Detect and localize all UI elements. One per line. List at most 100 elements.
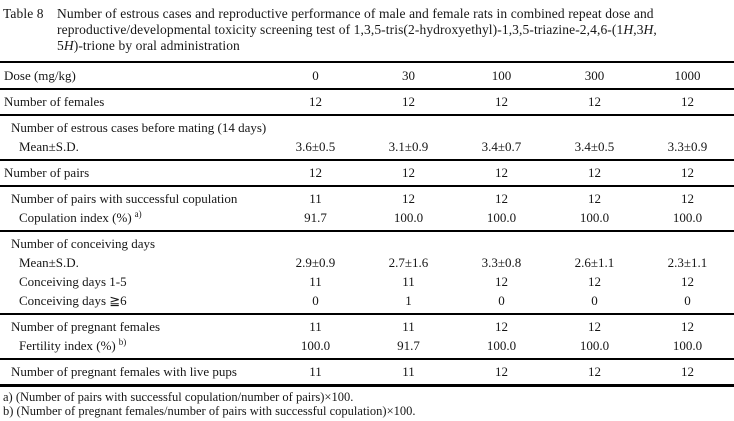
cell-value: 11 <box>402 319 415 334</box>
cell-value: 12 <box>588 319 601 334</box>
cell-value: 3.3±0.8 <box>481 255 522 270</box>
cell-value: 2.6±1.1 <box>574 255 615 270</box>
cell-value: 100.0 <box>486 338 517 353</box>
footnote-b: b) (Number of pregnant females/number of… <box>3 403 416 418</box>
cell-value: 11 <box>402 364 415 379</box>
cell-value: 3.4±0.5 <box>574 139 615 154</box>
table-group: Number of pregnant females with live pup… <box>0 358 734 384</box>
cell-value: 11 <box>402 274 415 289</box>
dose-value: 300 <box>584 68 605 83</box>
cell-value: 12 <box>681 364 694 379</box>
table-row: Conceiving days 1-5 11 11 12 12 12 <box>0 272 734 291</box>
table-row: Number of pregnant females with live pup… <box>0 362 734 381</box>
row-label: Mean±S.D. <box>19 139 79 154</box>
title-line: Number of estrous cases and reproductive… <box>57 6 654 21</box>
table-caption: Table 8 Number of estrous cases and repr… <box>0 0 734 54</box>
row-label: Copulation index (%) a) <box>19 209 142 226</box>
cell-value: 12 <box>681 319 694 334</box>
table-group: Number of pairs with successful copulati… <box>0 185 734 230</box>
table-group: Number of estrous cases before mating (1… <box>0 114 734 159</box>
cell-value: 12 <box>495 364 508 379</box>
dose-value: 0 <box>312 68 319 83</box>
cell-value: 1 <box>405 293 412 308</box>
cell-value: 12 <box>588 274 601 289</box>
cell-value: 2.9±0.9 <box>295 255 336 270</box>
row-label: Conceiving days 1-5 <box>19 274 127 289</box>
footnote-marker: b) <box>118 337 127 347</box>
footnotes: a) (Number of pairs with successful copu… <box>0 387 734 418</box>
data-table: Dose (mg/kg) 0 30 100 300 1000 Number of… <box>0 61 734 387</box>
table-group: Number of pregnant females 11 11 12 12 12 Fert… <box>0 313 734 358</box>
table-row: Number of conceiving days <box>0 234 734 253</box>
row-label: Number of pairs <box>4 165 90 180</box>
cell-value: 91.7 <box>397 338 420 353</box>
cell-value: 12 <box>402 191 415 206</box>
cell-value: 12 <box>402 94 415 109</box>
cell-value: 12 <box>402 165 415 180</box>
cell-value: 12 <box>681 274 694 289</box>
cell-value: 12 <box>495 165 508 180</box>
table-group: Number of females 12 12 12 12 12 <box>0 88 734 114</box>
cell-value: 12 <box>588 94 601 109</box>
table-group: Number of pairs 12 12 12 12 12 <box>0 159 734 185</box>
table-row: Number of estrous cases before mating (1… <box>0 118 734 137</box>
dose-value: 100 <box>491 68 512 83</box>
table-title-text: Number of estrous cases and reproductive… <box>57 6 732 54</box>
cell-value: 11 <box>309 319 322 334</box>
cell-value: 100.0 <box>486 210 517 225</box>
cell-value: 2.7±1.6 <box>388 255 429 270</box>
cell-value: 12 <box>588 364 601 379</box>
cell-value: 12 <box>681 94 694 109</box>
cell-value: 12 <box>588 165 601 180</box>
title-line: 5H)-trione by oral administration <box>57 38 240 53</box>
cell-value: 12 <box>495 94 508 109</box>
table-row: Mean±S.D. 3.6±0.5 3.1±0.9 3.4±0.7 3.4±0.5 3.3… <box>0 137 734 156</box>
cell-value: 12 <box>495 319 508 334</box>
table-number: Table 8 <box>3 6 44 21</box>
cell-value: 3.3±0.9 <box>667 139 708 154</box>
table-row: Number of pairs with successful copulati… <box>0 189 734 208</box>
cell-value: 3.1±0.9 <box>388 139 429 154</box>
table-row: Number of pairs 12 12 12 12 12 <box>0 163 734 182</box>
cell-value: 0 <box>312 293 319 308</box>
footnote-marker: a) <box>134 209 142 219</box>
row-label: Mean±S.D. <box>19 255 79 270</box>
cell-value: 100.0 <box>579 210 610 225</box>
row-label: Number of conceiving days <box>11 236 156 251</box>
row-label: Fertility index (%) b) <box>19 337 127 354</box>
table-row: Conceiving days ≧6 0 1 0 0 0 <box>0 291 734 310</box>
cell-value: 0 <box>684 293 691 308</box>
row-label: Number of pregnant females <box>11 319 161 334</box>
dose-value: 1000 <box>674 68 701 83</box>
row-label: Number of pairs with successful copulati… <box>11 191 238 206</box>
cell-value: 12 <box>495 274 508 289</box>
title-line: reproductive/developmental toxicity scre… <box>57 22 657 37</box>
row-label: Conceiving days ≧6 <box>19 293 127 308</box>
cell-value: 3.4±0.7 <box>481 139 522 154</box>
cell-value: 12 <box>495 191 508 206</box>
cell-value: 100.0 <box>672 338 703 353</box>
cell-value: 11 <box>309 274 322 289</box>
row-label: Number of estrous cases before mating (1… <box>11 120 267 135</box>
cell-value: 2.3±1.1 <box>667 255 708 270</box>
table-row: Number of pregnant females 11 11 12 12 12 <box>0 317 734 336</box>
cell-value: 100.0 <box>672 210 703 225</box>
row-label: Number of pregnant females with live pup… <box>11 364 237 379</box>
cell-value: 0 <box>498 293 505 308</box>
cell-value: 11 <box>309 364 322 379</box>
cell-value: 100.0 <box>300 338 331 353</box>
cell-value: 12 <box>681 165 694 180</box>
cell-value: 12 <box>681 191 694 206</box>
cell-value: 11 <box>309 191 322 206</box>
cell-value: 91.7 <box>304 210 327 225</box>
cell-value: 100.0 <box>579 338 610 353</box>
table-row: Mean±S.D. 2.9±0.9 2.7±1.6 3.3±0.8 2.6±1.1 2.3… <box>0 253 734 272</box>
cell-value: 3.6±0.5 <box>295 139 336 154</box>
cell-value: 100.0 <box>393 210 424 225</box>
dose-label: Dose (mg/kg) <box>4 68 76 83</box>
table-header-row: Dose (mg/kg) 0 30 100 300 1000 <box>0 63 734 88</box>
dose-value: 30 <box>402 68 415 83</box>
table-body: Number of females 12 12 12 12 12 Number of est… <box>0 88 734 384</box>
cell-value: 0 <box>591 293 598 308</box>
